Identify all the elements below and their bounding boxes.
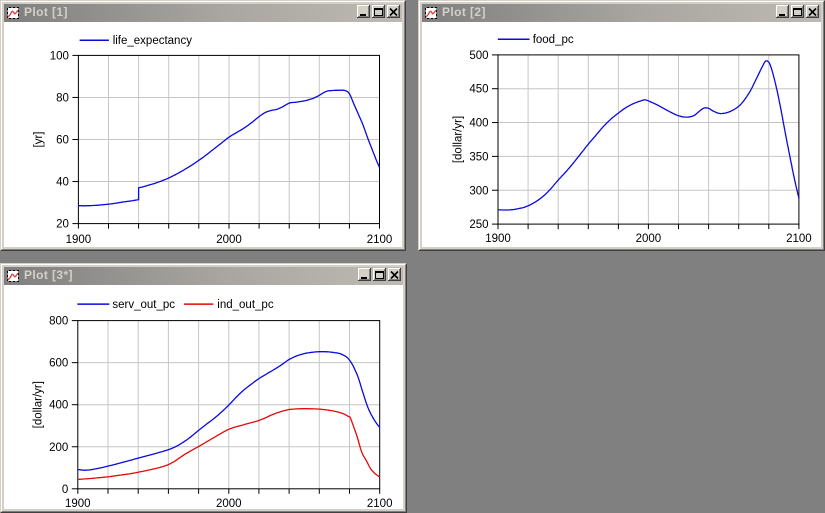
svg-text:1900: 1900 [66,234,92,246]
svg-text:100: 100 [50,50,69,62]
svg-text:[yr]: [yr] [33,132,45,148]
svg-text:250: 250 [469,219,488,231]
svg-text:350: 350 [469,151,488,163]
svg-text:1900: 1900 [65,498,91,509]
svg-text:400: 400 [49,400,68,412]
svg-text:40: 40 [56,177,69,189]
svg-text:0: 0 [62,484,68,496]
svg-text:[dollar/yr]: [dollar/yr] [32,381,44,428]
svg-text:20: 20 [56,219,69,231]
svg-text:800: 800 [49,316,68,328]
svg-text:[dollar/yr]: [dollar/yr] [453,116,465,163]
svg-text:600: 600 [49,358,68,370]
svg-text:2000: 2000 [216,234,242,246]
svg-text:80: 80 [56,92,69,104]
svg-text:serv_out_pc: serv_out_pc [112,299,175,311]
svg-text:2100: 2100 [786,233,812,245]
svg-text:450: 450 [469,84,488,96]
svg-text:2100: 2100 [367,234,393,246]
svg-text:life_expectancy: life_expectancy [113,35,193,47]
svg-text:400: 400 [469,118,488,130]
svg-text:2000: 2000 [216,498,242,509]
svg-text:2100: 2100 [367,498,393,509]
svg-text:200: 200 [49,442,68,454]
svg-text:2000: 2000 [636,233,662,245]
svg-text:300: 300 [469,185,488,197]
svg-text:500: 500 [469,50,488,62]
svg-text:60: 60 [56,135,69,147]
svg-text:ind_out_pc: ind_out_pc [217,299,274,311]
svg-text:1900: 1900 [485,233,511,245]
svg-text:food_pc: food_pc [533,34,574,46]
